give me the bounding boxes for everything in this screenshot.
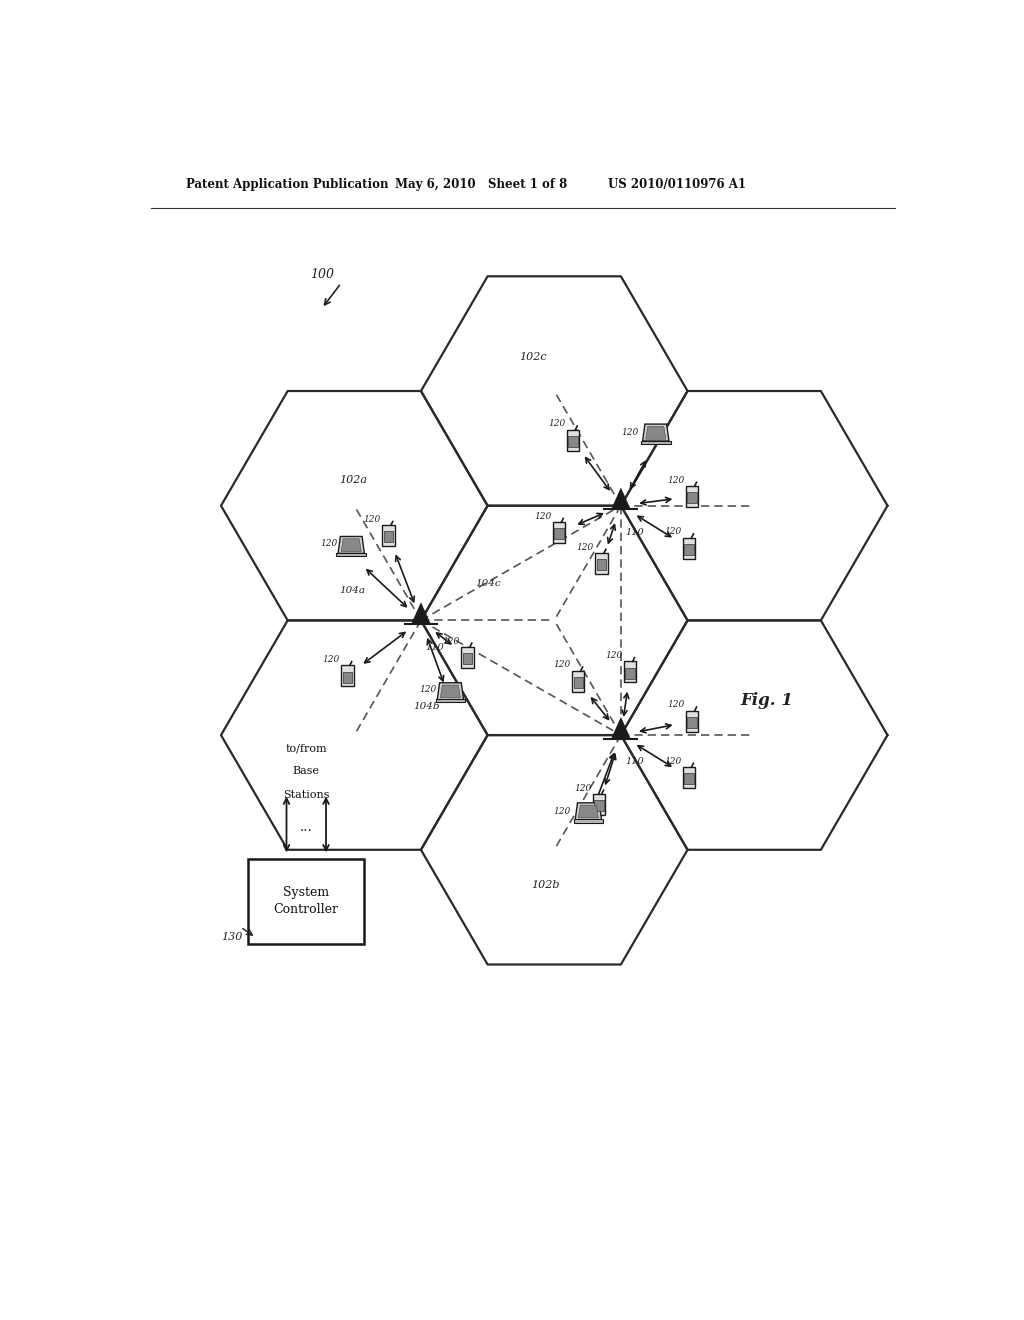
- Text: 104a: 104a: [340, 586, 366, 595]
- Bar: [463, 653, 472, 664]
- Bar: [337, 553, 366, 556]
- Polygon shape: [646, 426, 666, 440]
- Text: 102b: 102b: [531, 880, 559, 890]
- Bar: [341, 665, 353, 686]
- Bar: [686, 486, 698, 507]
- Bar: [554, 528, 563, 540]
- Text: 120: 120: [665, 756, 682, 766]
- Bar: [687, 492, 697, 503]
- Text: 102a: 102a: [339, 475, 367, 484]
- Polygon shape: [341, 539, 361, 552]
- Bar: [435, 700, 465, 702]
- Text: 104b: 104b: [414, 702, 439, 711]
- Bar: [687, 717, 697, 729]
- Polygon shape: [412, 603, 430, 624]
- Bar: [641, 441, 671, 444]
- Text: 120: 120: [577, 543, 594, 552]
- Bar: [595, 800, 604, 812]
- Text: 120: 120: [364, 515, 381, 524]
- Text: May 6, 2010   Sheet 1 of 8: May 6, 2010 Sheet 1 of 8: [395, 178, 567, 190]
- Text: ...: ...: [300, 820, 312, 834]
- Bar: [382, 525, 394, 546]
- Text: 120: 120: [535, 512, 551, 521]
- Text: 120: 120: [548, 420, 565, 429]
- Bar: [553, 523, 565, 543]
- Polygon shape: [579, 805, 598, 818]
- Text: 120: 120: [574, 784, 592, 792]
- Text: US 2010/0110976 A1: US 2010/0110976 A1: [608, 178, 746, 190]
- Polygon shape: [437, 682, 464, 700]
- Text: 102c: 102c: [519, 352, 547, 362]
- Polygon shape: [611, 488, 630, 510]
- Text: to/from: to/from: [286, 743, 327, 754]
- Text: 120: 120: [621, 428, 638, 437]
- Bar: [683, 767, 695, 788]
- Bar: [595, 553, 607, 574]
- Bar: [684, 774, 694, 784]
- Text: 120: 120: [665, 527, 682, 536]
- Text: Base: Base: [293, 767, 319, 776]
- Text: Fig. 1: Fig. 1: [740, 692, 794, 709]
- Polygon shape: [338, 536, 365, 553]
- Bar: [684, 544, 694, 554]
- Text: System
Controller: System Controller: [273, 887, 339, 916]
- Text: 110: 110: [426, 643, 444, 652]
- Bar: [593, 793, 605, 814]
- Text: Patent Application Publication: Patent Application Publication: [186, 178, 389, 190]
- Bar: [573, 820, 603, 822]
- Text: 100: 100: [310, 268, 334, 281]
- Bar: [343, 672, 352, 682]
- Bar: [597, 560, 606, 570]
- Bar: [568, 436, 578, 447]
- Bar: [461, 647, 474, 668]
- Polygon shape: [643, 424, 669, 441]
- Bar: [572, 671, 585, 692]
- Text: 130: 130: [221, 932, 243, 942]
- Text: 120: 120: [554, 807, 570, 816]
- Text: 110: 110: [626, 758, 644, 767]
- Text: 120: 120: [554, 660, 570, 669]
- Bar: [683, 537, 695, 558]
- Text: 120: 120: [668, 475, 685, 484]
- Text: 120: 120: [321, 539, 338, 548]
- Polygon shape: [611, 718, 630, 739]
- Text: 120: 120: [605, 651, 623, 660]
- Bar: [686, 710, 698, 731]
- Text: 104c: 104c: [475, 578, 501, 587]
- Bar: [626, 668, 635, 678]
- Bar: [248, 859, 365, 944]
- Bar: [573, 677, 583, 688]
- Text: 110: 110: [626, 528, 644, 537]
- Text: 120: 120: [668, 701, 685, 709]
- Text: 120: 120: [323, 655, 340, 664]
- Text: Stations: Stations: [283, 789, 330, 800]
- Polygon shape: [440, 685, 461, 698]
- Polygon shape: [575, 803, 601, 820]
- Bar: [566, 430, 579, 450]
- Text: 120: 120: [442, 636, 460, 645]
- Bar: [384, 532, 393, 543]
- Bar: [624, 661, 636, 682]
- Text: 120: 120: [420, 685, 436, 694]
